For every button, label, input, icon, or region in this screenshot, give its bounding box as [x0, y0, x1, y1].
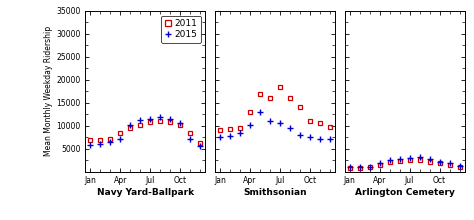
X-axis label: Smithsonian: Smithsonian — [243, 188, 307, 197]
X-axis label: Navy Yard-Ballpark: Navy Yard-Ballpark — [97, 188, 194, 197]
Legend: 2011, 2015: 2011, 2015 — [161, 16, 201, 42]
Y-axis label: Mean Monthly Weekday Ridership: Mean Monthly Weekday Ridership — [44, 26, 53, 156]
X-axis label: Arlington Cemetery: Arlington Cemetery — [355, 188, 455, 197]
